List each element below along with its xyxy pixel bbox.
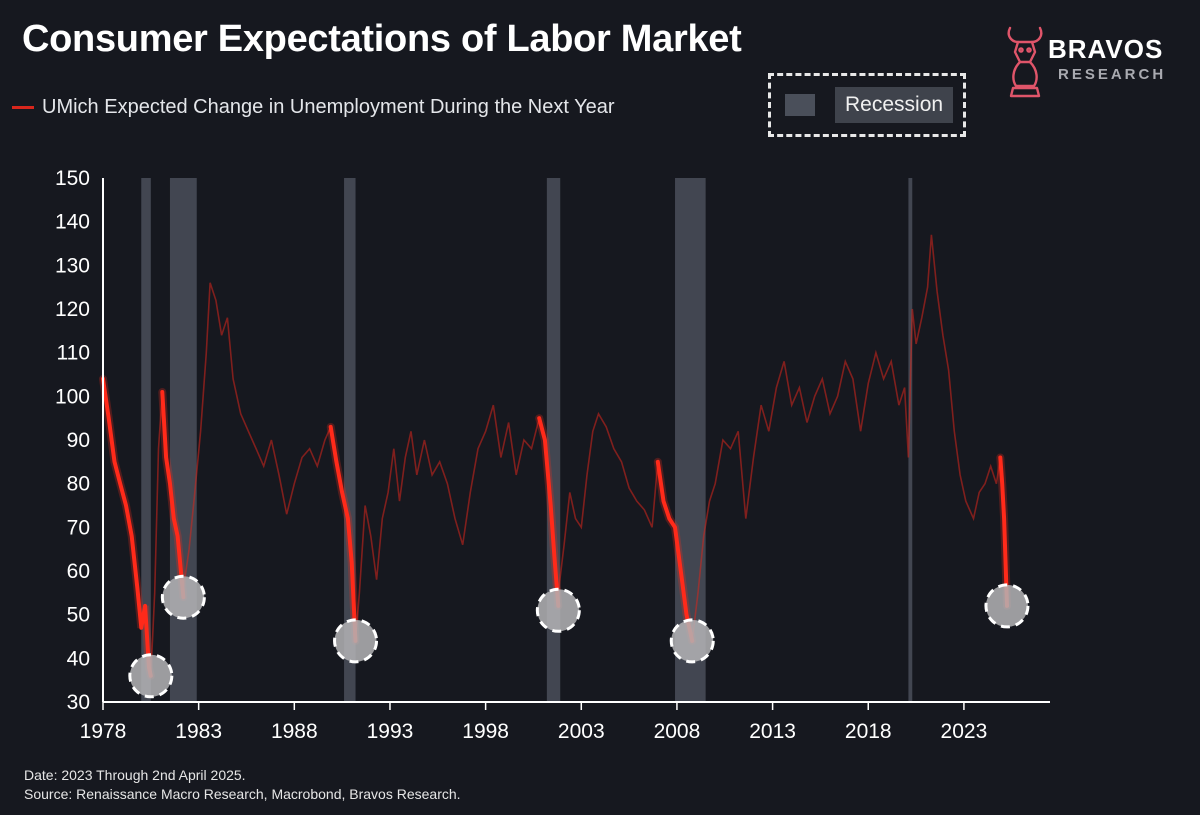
x-tick-label: 2008 bbox=[654, 720, 701, 743]
x-tick-label: 1978 bbox=[80, 720, 127, 743]
y-tick-label: 60 bbox=[67, 560, 90, 583]
highlight-segment bbox=[998, 455, 1009, 608]
highlight-segment bbox=[537, 416, 561, 608]
trough-marker bbox=[984, 583, 1030, 629]
recession-band bbox=[141, 178, 151, 702]
x-tick-label: 1998 bbox=[462, 720, 509, 743]
y-tick-label: 50 bbox=[67, 604, 90, 627]
trough-marker bbox=[333, 618, 379, 664]
y-tick-label: 150 bbox=[55, 167, 90, 190]
recession-legend-label: Recession bbox=[835, 87, 954, 123]
y-tick-label: 140 bbox=[55, 211, 90, 234]
recession-bands bbox=[141, 178, 913, 702]
y-tick-label: 90 bbox=[67, 429, 90, 452]
y-tick-label: 70 bbox=[67, 516, 90, 539]
trough-marker bbox=[669, 618, 715, 664]
x-tick-label: 2003 bbox=[558, 720, 605, 743]
y-tick-label: 100 bbox=[55, 385, 90, 408]
highlight-segment bbox=[655, 459, 695, 643]
series-lines bbox=[99, 234, 1011, 680]
recession-band bbox=[908, 178, 913, 702]
trough-marker bbox=[160, 574, 206, 620]
x-tick-label: 1988 bbox=[271, 720, 318, 743]
x-tick-label: 1993 bbox=[367, 720, 414, 743]
logo-brand: BRAVOS bbox=[1048, 34, 1164, 64]
y-tick-label: 110 bbox=[57, 342, 90, 365]
bravos-logo: BRAVOS RESEARCH bbox=[1000, 22, 1190, 102]
trough-marker bbox=[535, 587, 581, 633]
y-tick-label: 40 bbox=[67, 647, 90, 670]
chart-title: Consumer Expectations of Labor Market bbox=[22, 18, 742, 60]
y-tick-label: 120 bbox=[55, 298, 90, 321]
x-tick-label: 2018 bbox=[845, 720, 892, 743]
recession-band bbox=[675, 178, 706, 702]
recession-band bbox=[169, 178, 197, 702]
footer-date: Date: 2023 Through 2nd April 2025. bbox=[24, 767, 246, 783]
series-swatch bbox=[12, 106, 34, 109]
trough-markers bbox=[128, 574, 1030, 699]
trough-marker bbox=[128, 653, 174, 699]
bull-knight-icon bbox=[1007, 26, 1043, 98]
recession-band bbox=[344, 178, 356, 702]
series-legend-label: UMich Expected Change in Unemployment Du… bbox=[42, 96, 615, 118]
line-chart: 30 40 50 60 70 80 90 100 110 120 130 140 150 1978 1983… bbox=[55, 167, 1050, 743]
x-tick-label: 2023 bbox=[941, 720, 988, 743]
highlight-segment bbox=[101, 376, 153, 678]
y-tick-label: 80 bbox=[67, 473, 90, 496]
highlight-segment bbox=[328, 424, 358, 643]
x-tick-label: 1983 bbox=[175, 720, 222, 743]
highlight-segment bbox=[160, 390, 186, 600]
y-tick-label: 30 bbox=[67, 691, 90, 714]
footer-notes: Date: 2023 Through 2nd April 2025. Sourc… bbox=[24, 766, 461, 804]
recession-swatch bbox=[785, 94, 815, 116]
series-legend: UMich Expected Change in Unemployment Du… bbox=[12, 96, 615, 119]
axes: 30 40 50 60 70 80 90 100 110 120 130 140 150 1978 1983… bbox=[55, 167, 1050, 743]
x-tick-label: 2013 bbox=[749, 720, 796, 743]
logo-subtitle: RESEARCH bbox=[1058, 66, 1167, 83]
y-tick-label: 130 bbox=[55, 254, 90, 277]
footer-source: Source: Renaissance Macro Research, Macr… bbox=[24, 786, 461, 802]
recession-legend: Recession bbox=[768, 73, 966, 137]
